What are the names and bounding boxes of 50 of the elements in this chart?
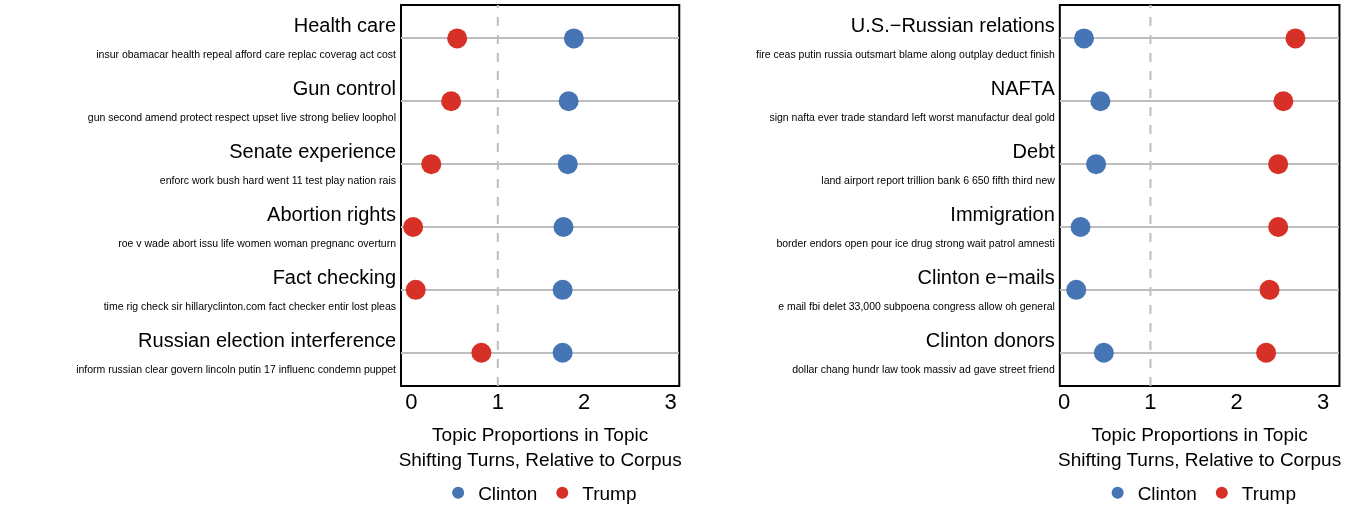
y-tick-label: Abortion rights roe v wade abort issu life women woman pregnanc overturn: [118, 203, 397, 250]
x-tick-label: 2: [578, 389, 591, 415]
x-axis-title: Topic Proportions in Topic Shifting Turns, Relative to Corpus: [398, 423, 682, 470]
x-tick-label: 0: [1058, 389, 1071, 415]
legend-label: Clinton: [1137, 483, 1197, 505]
point: [1259, 279, 1280, 300]
point: [1090, 91, 1111, 112]
point: [471, 342, 492, 363]
point: [552, 279, 573, 300]
y-tick-label: NAFTA sign nafta ever trade standard left worst manufactur deal gold: [769, 77, 1056, 124]
x-tick-label: 2: [1230, 389, 1243, 415]
x-tick-label: 1: [491, 389, 504, 415]
point: [403, 217, 424, 237]
point: [558, 91, 579, 112]
point: [553, 217, 574, 237]
point: [441, 91, 462, 112]
y-tick-label: U.S.−Russian relations fire ceas putin russia outsmart blame along outplay deduct finish: [755, 14, 1055, 61]
point: [563, 28, 584, 49]
point: [1093, 342, 1114, 363]
legend-label: Trump: [582, 483, 637, 505]
point: [552, 342, 573, 363]
point: [1086, 154, 1107, 175]
legend-label: Clinton: [478, 483, 538, 505]
point: [447, 28, 468, 49]
y-tick-label: Clinton donors dollar chang hundr law took massiv ad gave street friend: [792, 328, 1055, 375]
legend-label: Trump: [1241, 483, 1296, 505]
x-tick-label: 1: [1144, 389, 1157, 415]
x-tick-label: 0: [405, 389, 418, 415]
point: [1066, 279, 1087, 300]
point: [1268, 217, 1289, 237]
y-tick-label: Health care insur obamacar health repeal afford care replac coverag act cost: [96, 14, 397, 61]
y-tick-label: Senate experience enforc work bush hard went 11 test play nation rais: [159, 140, 397, 187]
point: [405, 279, 426, 300]
point: [421, 154, 442, 175]
x-axis-title: Topic Proportions in Topic Shifting Turns, Relative to Corpus: [1058, 423, 1342, 470]
y-tick-label: Gun control gun second amend protect respect upset live strong believ loophol: [87, 77, 397, 124]
point: [1070, 217, 1091, 237]
y-tick-label: Clinton e−mails e mail fbi delet 33,000 subpoena congress allow oh general: [778, 265, 1055, 312]
x-tick-label: 3: [664, 389, 677, 415]
y-tick-label: Immigration border endors open pour ice drug strong wait patrol amnesti: [776, 203, 1055, 250]
y-tick-label: Russian election interference inform russian clear govern lincoln putin 17 influenc condemn puppet: [76, 328, 397, 375]
point: [1273, 91, 1294, 112]
point: [1074, 28, 1094, 49]
point: [557, 154, 578, 175]
y-tick-label: Debt land airport report trillion bank 6 650 fifth third new: [821, 140, 1056, 187]
x-tick-label: 3: [1316, 389, 1330, 415]
y-tick-label: Fact checking time rig check sir hillaryclinton.com fact checker entir lost pleas: [103, 265, 397, 312]
point: [1256, 342, 1277, 363]
point: [1285, 28, 1306, 49]
point: [1268, 154, 1289, 175]
